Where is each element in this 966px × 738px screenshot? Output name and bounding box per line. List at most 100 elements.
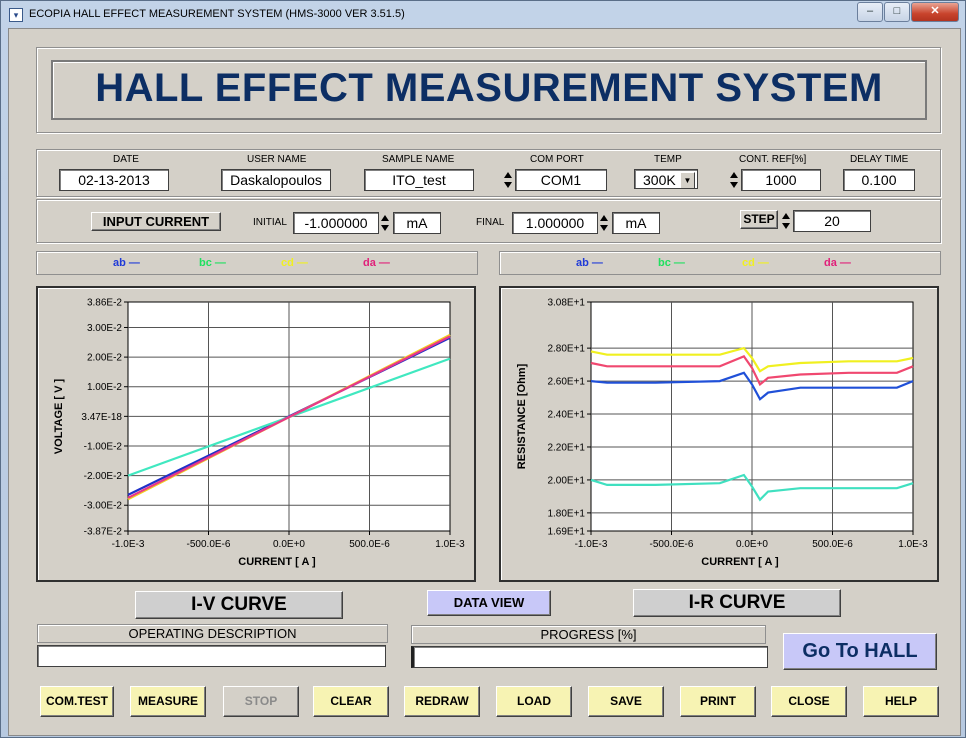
stop-button[interactable]: STOP (223, 686, 299, 717)
series-line-3 (590, 473, 914, 502)
cont-ref-spinner[interactable] (729, 169, 739, 191)
minimize-button[interactable]: – (857, 2, 883, 22)
dropdown-arrow-icon[interactable]: ▼ (680, 172, 695, 188)
progress-label: PROGRESS [%] (411, 625, 766, 644)
final-label: FINAL (476, 217, 505, 228)
step-field[interactable]: 20 (793, 210, 871, 232)
x-axis-label: CURRENT [ A ] (238, 556, 316, 568)
step-spinner[interactable] (781, 210, 791, 232)
x-tick-label: -500.0E-6 (650, 539, 694, 550)
date-label: DATE (113, 154, 139, 165)
ir-legend: ab — bc — cd — da — (499, 251, 941, 275)
com-port-spinner[interactable] (503, 169, 513, 191)
series-line-2 (590, 371, 914, 401)
x-tick-label: -1.0E-3 (112, 539, 145, 550)
go-to-hall-button[interactable]: Go To HALL (783, 633, 937, 670)
y-axis-label: VOLTAGE [ V ] (53, 378, 65, 454)
load-button[interactable]: LOAD (496, 686, 572, 717)
operating-description-field (37, 645, 386, 667)
x-tick-label: 0.0E+0 (736, 539, 768, 550)
x-tick-label: 1.0E-3 (898, 539, 928, 550)
x-tick-label: 500.0E-6 (812, 539, 853, 550)
com-test-button[interactable]: COM.TEST (40, 686, 114, 717)
com-port-label: COM PORT (530, 154, 584, 165)
y-tick-label: 1.80E+1 (547, 508, 585, 519)
title-bar[interactable]: ▾ ECOPIA HALL EFFECT MEASUREMENT SYSTEM … (1, 1, 965, 27)
date-field[interactable]: 02-13-2013 (59, 169, 169, 191)
iv-chart-svg: -1.0E-3 -500.0E-6 0.0E+0 500.0E-6 1.0E-3 3.86… (53, 298, 465, 569)
com-port-field[interactable]: COM1 (515, 169, 607, 191)
print-button[interactable]: PRINT (680, 686, 756, 717)
y-tick-label: 3.08E+1 (547, 298, 585, 309)
final-current-spinner[interactable] (599, 212, 609, 234)
x-tick-label: 0.0E+0 (273, 539, 305, 550)
cont-ref-field[interactable]: 1000 (741, 169, 821, 191)
y-tick-label: 2.40E+1 (547, 410, 585, 421)
initial-label: INITIAL (253, 217, 287, 228)
x-axis-label: CURRENT [ A ] (701, 556, 779, 568)
legend-bc: bc — (658, 257, 685, 269)
parameters-panel: DATE 02-13-2013 USER NAME Daskalopoulos … (36, 149, 941, 197)
maximize-button[interactable]: □ (884, 2, 910, 22)
close-button[interactable]: CLOSE (771, 686, 847, 717)
cont-ref-label: CONT. REF[%] (739, 154, 807, 165)
iv-chart: -1.0E-3 -500.0E-6 0.0E+0 500.0E-6 1.0E-3 3.86… (36, 286, 476, 582)
sample-name-field[interactable]: ITO_test (364, 169, 474, 191)
initial-unit-field: mA (393, 212, 441, 234)
header-inner-frame: HALL EFFECT MEASUREMENT SYSTEM (51, 60, 927, 120)
y-tick-label: 2.80E+1 (547, 344, 585, 355)
measure-button[interactable]: MEASURE (130, 686, 206, 717)
y-tick-label: 2.60E+1 (547, 377, 585, 388)
y-tick-label: -1.00E-2 (84, 441, 123, 452)
y-axis-label: RESISTANCE [Ohm] (516, 363, 528, 469)
input-current-panel: INPUT CURRENT INITIAL -1.000000 mA FINAL… (36, 199, 941, 243)
final-current-field[interactable]: 1.000000 (512, 212, 598, 234)
y-tick-label: -3.87E-2 (84, 527, 123, 538)
page-title: HALL EFFECT MEASUREMENT SYSTEM (95, 66, 883, 110)
save-button[interactable]: SAVE (588, 686, 664, 717)
legend-ab: ab — (576, 257, 603, 269)
series-line-0 (590, 346, 914, 373)
iv-curve-label[interactable]: I-V CURVE (135, 591, 343, 619)
legend-cd: cd — (742, 257, 769, 269)
delay-time-label: DELAY TIME (850, 154, 909, 165)
x-tick-label: 1.0E-3 (435, 539, 465, 550)
temp-value: 300K (643, 172, 676, 188)
series-line-1 (590, 355, 914, 387)
legend-bc: bc — (199, 257, 226, 269)
ir-chart-svg: -1.0E-3 -500.0E-6 0.0E+0 500.0E-6 1.0E-3 3.08… (516, 298, 928, 569)
clear-button[interactable]: CLEAR (313, 686, 389, 717)
temp-label: TEMP (654, 154, 682, 165)
legend-ab: ab — (113, 257, 140, 269)
x-tick-label: -500.0E-6 (187, 539, 231, 550)
header-panel: HALL EFFECT MEASUREMENT SYSTEM (36, 47, 941, 133)
delay-time-field[interactable]: 0.100 (843, 169, 915, 191)
ir-curve-label[interactable]: I-R CURVE (633, 589, 841, 617)
progress-bar (411, 646, 768, 668)
help-button[interactable]: HELP (863, 686, 939, 717)
redraw-button[interactable]: REDRAW (404, 686, 480, 717)
legend-da: da — (824, 257, 851, 269)
final-unit-field: mA (612, 212, 660, 234)
initial-current-spinner[interactable] (380, 212, 390, 234)
sample-name-label: SAMPLE NAME (382, 154, 455, 165)
y-tick-label: 2.00E-2 (87, 353, 122, 364)
iv-legend: ab — bc — cd — da — (36, 251, 478, 275)
y-tick-label: 1.69E+1 (547, 527, 585, 538)
series-line-3 (127, 335, 451, 499)
x-tick-label: 500.0E-6 (349, 539, 390, 550)
ir-chart: -1.0E-3 -500.0E-6 0.0E+0 500.0E-6 1.0E-3 3.08… (499, 286, 939, 582)
user-name-label: USER NAME (247, 154, 307, 165)
y-tick-label: -3.00E-2 (84, 501, 123, 512)
step-label: STEP (740, 210, 778, 229)
temp-select[interactable]: 300K ▼ (634, 169, 698, 189)
data-view-button[interactable]: DATA VIEW (427, 590, 551, 616)
close-window-button[interactable]: ✕ (911, 2, 959, 22)
user-name-field[interactable]: Daskalopoulos (221, 169, 331, 191)
app-menu-icon[interactable]: ▾ (9, 8, 23, 22)
initial-current-field[interactable]: -1.000000 (293, 212, 379, 234)
window-title: ECOPIA HALL EFFECT MEASUREMENT SYSTEM (H… (29, 8, 405, 20)
y-tick-label: 3.47E-18 (81, 412, 122, 423)
y-tick-label: -2.00E-2 (84, 471, 123, 482)
